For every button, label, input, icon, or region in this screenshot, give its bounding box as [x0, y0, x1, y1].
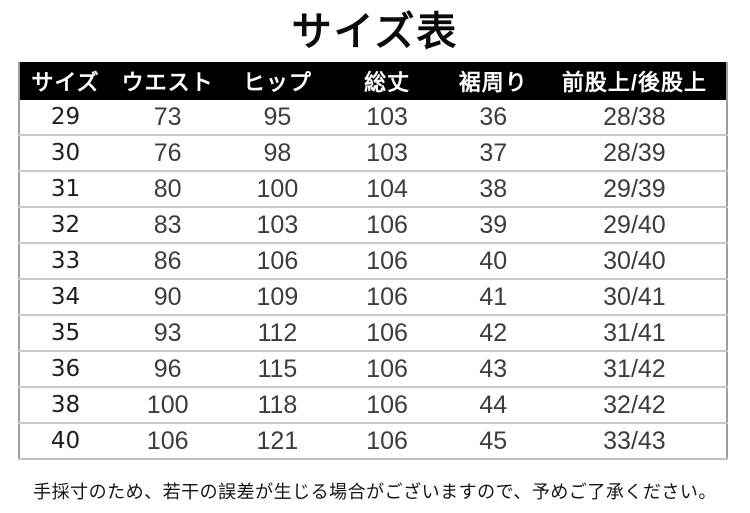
measurement-cell: 30/40 — [542, 243, 727, 280]
table-row: 29 73 95 103 36 28/38 — [19, 100, 727, 136]
size-cell: 30 — [19, 135, 112, 172]
column-header: 総丈 — [330, 62, 444, 100]
measurement-cell: 32/42 — [542, 387, 727, 424]
table-row: 31 80 100 104 38 29/39 — [19, 171, 727, 208]
header-row: サイズ ウエスト ヒップ 総丈 裾周り 前股上/後股上 — [19, 62, 727, 100]
measurement-cell: 106 — [224, 243, 331, 280]
measurement-cell: 100 — [111, 387, 225, 424]
measurement-cell: 76 — [111, 135, 225, 172]
table-row: 38 100 118 106 44 32/42 — [19, 387, 727, 424]
column-header: 裾周り — [443, 62, 543, 100]
measurement-cell: 103 — [330, 100, 444, 136]
size-cell: 35 — [19, 315, 112, 352]
measurement-cell: 106 — [330, 351, 444, 388]
size-cell: 29 — [19, 100, 112, 136]
size-cell: 38 — [19, 387, 112, 424]
measurement-cell: 121 — [256, 426, 299, 455]
measurement-cell: 100 — [224, 171, 331, 208]
measurement-cell: 39 — [443, 207, 543, 244]
measurement-cell: 106 — [330, 279, 444, 316]
table-row: 33 86 106 106 40 30/40 — [19, 243, 727, 280]
measurement-cell: 115 — [224, 351, 331, 388]
column-header: ウエスト — [111, 62, 225, 100]
column-header: 前股上/後股上 — [542, 62, 727, 100]
measurement-cell: 36 — [443, 100, 543, 136]
table-row: 36 96 115 106 43 31/42 — [19, 351, 727, 388]
table-row: 32 83 103 106 39 29/40 — [19, 207, 727, 244]
measurement-cell: 106 — [366, 426, 408, 455]
measurement-cell: 103 — [330, 135, 444, 172]
measurement-cell: 28/39 — [542, 135, 727, 172]
table-row: 40 106 121 106 45 33/43 — [19, 423, 727, 459]
measurement-cell: 93 — [111, 315, 225, 352]
measurement-cell: 37 — [443, 135, 543, 172]
measurement-cell: 118 — [224, 387, 331, 424]
column-header: サイズ — [19, 62, 112, 100]
size-cell: 34 — [19, 279, 112, 316]
measurement-cell: 106 — [330, 207, 444, 244]
table-row: 30 76 98 103 37 28/39 — [19, 135, 727, 172]
measurement-cell: 95 — [224, 100, 331, 136]
measurement-cell: 106 — [330, 387, 444, 424]
measurement-cell: 40 — [443, 243, 543, 280]
measurement-cell: 73 — [111, 100, 225, 136]
size-cell: 40 — [50, 428, 81, 454]
measurement-cell: 103 — [224, 207, 331, 244]
page-title: サイズ表 — [291, 10, 459, 54]
measurement-cell: 86 — [111, 243, 225, 280]
column-header: ヒップ — [224, 62, 331, 100]
measurement-cell: 106 — [330, 315, 444, 352]
measurement-cell: 33/43 — [603, 426, 666, 455]
size-table-body: 29 73 95 103 36 28/38 30 76 98 103 37 28/39 31 80 100 1… — [19, 100, 727, 459]
measurement-cell: 45 — [479, 426, 508, 455]
measurement-cell: 83 — [111, 207, 225, 244]
measurement-cell: 31/42 — [542, 351, 727, 388]
measurement-cell: 106 — [330, 243, 444, 280]
measurement-cell: 30/41 — [542, 279, 727, 316]
measurement-cell: 112 — [224, 315, 331, 352]
size-table-header: サイズ ウエスト ヒップ 総丈 裾周り 前股上/後股上 — [19, 62, 727, 100]
measurement-cell: 41 — [443, 279, 543, 316]
size-table: サイズ ウエスト ヒップ 総丈 裾周り 前股上/後股上 29 73 95 103 36 28/38 3… — [18, 62, 728, 460]
measurement-cell: 28/38 — [542, 100, 727, 136]
table-row: 34 90 109 106 41 30/41 — [19, 279, 727, 316]
measurement-cell: 44 — [443, 387, 543, 424]
measurement-cell: 43 — [443, 351, 543, 388]
measurement-cell: 104 — [330, 171, 444, 208]
measurement-disclaimer-note: 手採寸のため、若干の誤差が生じる場合がございますので、予めご了承ください。 — [33, 482, 717, 503]
measurement-cell: 29/40 — [542, 207, 727, 244]
size-cell: 31 — [19, 171, 112, 208]
measurement-cell: 96 — [111, 351, 225, 388]
table-row: 35 93 112 106 42 31/41 — [19, 315, 727, 352]
size-cell: 36 — [19, 351, 112, 388]
measurement-cell: 80 — [111, 171, 225, 208]
size-cell: 32 — [19, 207, 112, 244]
measurement-cell: 109 — [224, 279, 331, 316]
measurement-cell: 42 — [443, 315, 543, 352]
measurement-cell: 106 — [146, 426, 189, 455]
size-cell: 33 — [19, 243, 112, 280]
measurement-cell: 29/39 — [542, 171, 727, 208]
measurement-cell: 31/41 — [542, 315, 727, 352]
measurement-cell: 90 — [111, 279, 225, 316]
measurement-cell: 38 — [443, 171, 543, 208]
measurement-cell: 98 — [224, 135, 331, 172]
